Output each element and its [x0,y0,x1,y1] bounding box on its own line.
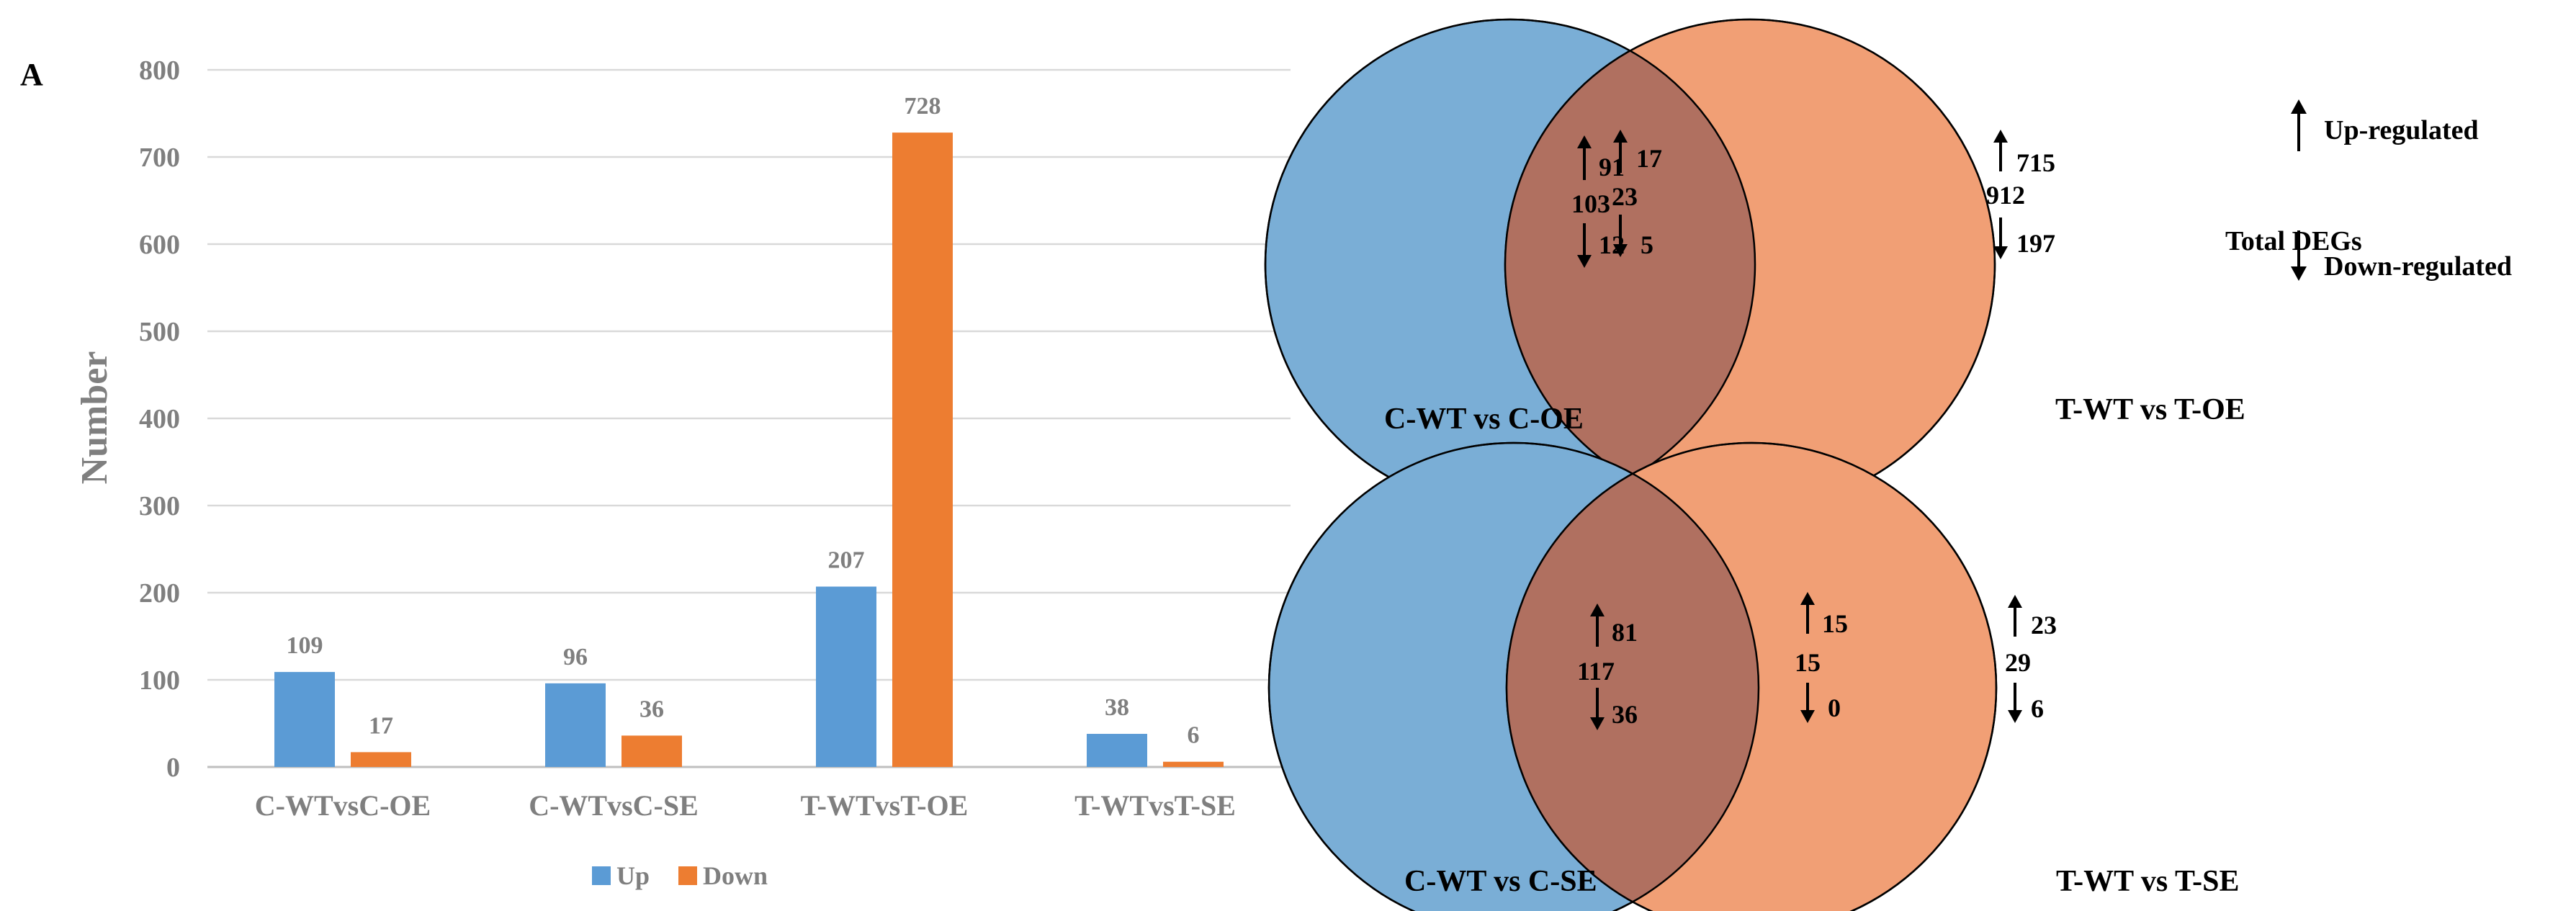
venn-c-overlap [1507,443,1759,911]
x-axis-tick-labels: C-WTvsC-OE C-WTvsC-SE T-WTvsT-OE T-WTvsT-SE [255,789,1236,822]
bar-down-2 [621,735,682,767]
venn-c-left-outline [1267,441,1760,911]
gridlines [207,68,1291,681]
y-tick-label: 400 [139,404,180,434]
venn-diagram-b: B 91 103 12 17 23 5 715 912 197 C-WT vs … [1264,18,2245,511]
bar-up-4 [1087,734,1147,767]
venn-b-left-arrow-up [1577,135,1592,180]
y-axis-label: Number [74,351,115,485]
key-up-arrow-icon [2291,99,2307,151]
data-label-up-1: 109 [287,632,323,659]
y-axis-ticks: 0 100 200 300 400 500 600 700 800 [139,55,180,783]
venn-b-overlap-down: 5 [1641,230,1653,259]
y-tick-label: 600 [139,230,180,260]
x-tick-label: C-WTvsC-SE [529,789,699,822]
venn-b-right-up: 715 [2016,148,2055,177]
legend-swatch-up [592,866,611,885]
venn-b-right-arrow-down [1993,217,2008,259]
arrow-key-legend: Up-regulated Total DEGs Down-regulated [2225,99,2512,282]
data-label-up-3: 207 [828,547,865,574]
key-up-label: Up-regulated [2324,115,2479,145]
bar-down-4 [1163,761,1224,767]
venn-b-left-label: C-WT vs C-OE [1384,403,1584,436]
venn-b-right-arrow-up [1993,130,2008,171]
venn-c-right-down: 6 [2031,694,2044,723]
legend-label-down: Down [703,861,768,890]
venn-c-overlap-arrow-down [1800,683,1815,723]
y-tick-label: 500 [139,317,180,347]
x-tick-label: T-WTvsT-OE [801,789,969,822]
venn-c-overlap-total: 15 [1795,648,1821,677]
y-tick-label: 300 [139,491,180,521]
venn-c-left-arrow-down [1590,688,1605,730]
key-down-label: Down-regulated [2324,251,2512,282]
data-label-down-2: 36 [639,696,664,722]
x-tick-label: C-WTvsC-OE [255,789,431,822]
venn-b-right-label: T-WT vs T-OE [2055,393,2245,426]
venn-c-right-outline [1505,441,1998,911]
venn-diagram-c: C 81 117 36 15 15 0 23 29 6 C-WT vs C-SE… [1267,441,2240,911]
venn-c-right-label: T-WT vs T-SE [2056,865,2240,898]
data-label-down-1: 17 [369,712,393,739]
venn-c-left-label: C-WT vs C-SE [1404,865,1597,898]
bars [274,133,1224,767]
legend-label-up: Up [616,861,650,890]
key-total-label: Total DEGs [2225,226,2362,256]
legend-swatch-down [678,866,697,885]
venn-b-left-total: 103 [1571,189,1610,218]
bar-up-1 [274,672,335,767]
data-labels: 109 17 96 36 207 728 38 6 [287,93,1200,749]
panel-label-a: A [20,57,43,92]
venn-c-overlap-arrow-up [1800,592,1815,634]
bar-up-2 [545,683,606,767]
venn-c-left-arrow-up [1590,603,1605,647]
venn-b-right-total: 912 [1986,181,2025,210]
key-down-arrow-icon [2291,230,2307,281]
venn-c-left-total: 117 [1577,657,1615,686]
venn-b-overlap [1505,19,1755,509]
legend: Up Down [592,861,768,890]
venn-c-overlap-up: 15 [1822,609,1848,638]
y-tick-label: 0 [166,753,180,783]
venn-c-right-total: 29 [2005,648,2031,677]
venn-b-left-arrow-down [1577,223,1592,268]
venn-c-left-down: 36 [1612,700,1638,729]
venn-b-overlap-arrow-down [1613,215,1628,257]
venn-b-overlap-total: 23 [1612,182,1638,211]
bar-up-3 [816,586,876,767]
venn-b-right-down: 197 [2016,229,2055,258]
data-label-up-2: 96 [563,644,588,670]
venn-c-left-up: 81 [1612,618,1638,647]
venn-c-right-arrow-up [2008,595,2022,637]
venn-c-right-up: 23 [2031,611,2057,640]
y-tick-label: 800 [139,55,180,86]
x-tick-label: T-WTvsT-SE [1074,789,1236,822]
y-tick-label: 100 [139,665,180,696]
venn-c-right-arrow-down [2008,683,2022,723]
bar-down-3 [892,133,953,767]
bar-chart: A 0 100 200 300 400 500 600 700 800 Number 109 17… [20,55,1291,890]
bar-down-1 [351,752,411,767]
data-label-down-4: 6 [1188,722,1200,749]
venn-b-overlap-arrow-up [1613,130,1628,173]
y-tick-label: 700 [139,143,180,173]
y-tick-label: 200 [139,578,180,609]
data-label-up-4: 38 [1105,694,1129,721]
data-label-down-3: 728 [905,93,941,120]
venn-c-overlap-down: 0 [1828,694,1841,722]
venn-b-overlap-up: 17 [1636,144,1662,173]
